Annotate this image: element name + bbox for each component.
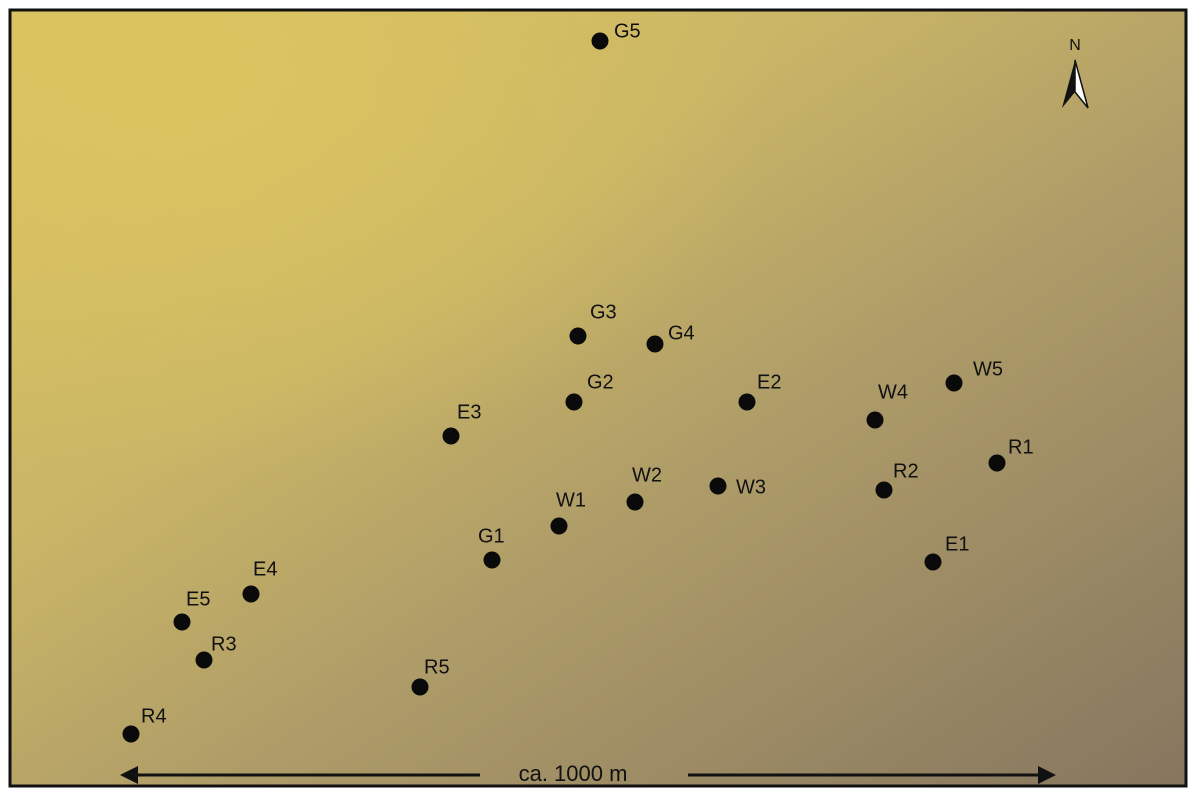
site-label: G4 <box>668 322 695 344</box>
site-label: R5 <box>424 656 450 678</box>
site-marker <box>647 336 664 353</box>
site-marker <box>123 726 140 743</box>
site-marker <box>876 482 893 499</box>
site-label: E4 <box>253 558 277 580</box>
site-marker <box>484 552 501 569</box>
site-label: R2 <box>893 460 919 482</box>
site-marker <box>627 494 644 511</box>
site-marker <box>566 394 583 411</box>
site-label: G1 <box>478 525 505 547</box>
site-label: R3 <box>211 633 237 655</box>
site-label: W2 <box>632 464 662 486</box>
site-marker <box>989 455 1006 472</box>
site-marker <box>443 428 460 445</box>
site-label: E3 <box>457 401 481 423</box>
site-label: W5 <box>973 358 1003 380</box>
site-marker <box>592 33 609 50</box>
site-label: G3 <box>590 301 617 323</box>
terrain-shading <box>10 10 1186 786</box>
site-label: R1 <box>1008 436 1034 458</box>
site-marker <box>946 375 963 392</box>
map: N ca. 1000 m G5 G3 G4 G2 E2 W4 W5 E3 R1 R2 W3 W2 W1 G… <box>0 0 1196 796</box>
site-label: G2 <box>587 371 614 393</box>
site-marker <box>867 412 884 429</box>
site-marker <box>551 518 568 535</box>
site-label: E1 <box>945 533 969 555</box>
site-label: W3 <box>736 476 766 498</box>
site-label: G5 <box>614 20 641 42</box>
site-marker <box>739 394 756 411</box>
site-label: W4 <box>878 381 908 403</box>
site-label: R4 <box>141 705 167 727</box>
north-label: N <box>1069 37 1081 54</box>
site-marker <box>710 478 727 495</box>
site-marker <box>570 328 587 345</box>
site-marker <box>196 652 213 669</box>
scale-label: ca. 1000 m <box>519 761 628 786</box>
site-marker <box>412 679 429 696</box>
site-label: E2 <box>757 371 781 393</box>
site-marker <box>243 586 260 603</box>
site-marker <box>925 554 942 571</box>
site-label: E5 <box>186 588 210 610</box>
site-label: W1 <box>556 489 586 511</box>
site-marker <box>174 614 191 631</box>
